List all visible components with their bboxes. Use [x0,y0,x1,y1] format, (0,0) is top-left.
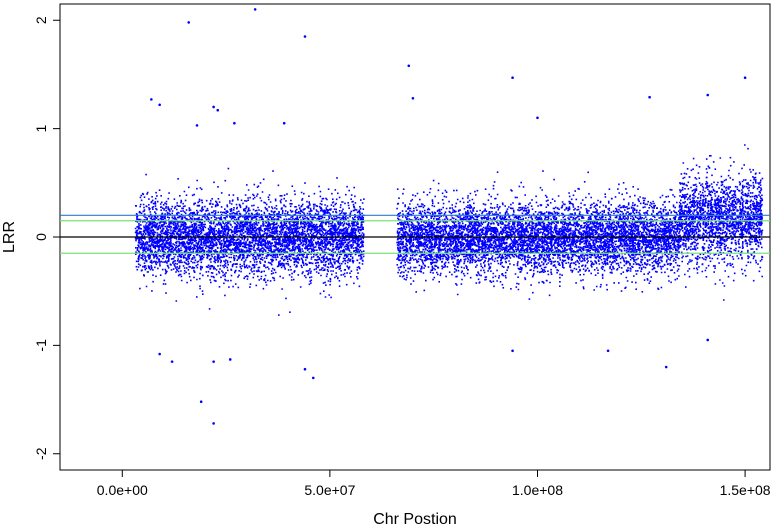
reference-lines [60,214,770,254]
outlier-point [282,121,286,125]
outlier-point [253,8,257,11]
y-axis-title: LRR [1,221,18,253]
x-axis: 0.0e+00 5.0e+07 1.0e+08 1.5e+08 [97,469,771,498]
y-axis: -2 -1 0 1 2 [33,16,61,460]
outlier-point [233,121,236,125]
outlier-point [706,93,710,97]
outlier-point [216,108,220,112]
outlier-point [411,96,415,100]
outlier-point [511,76,514,79]
y-tick-label: -2 [33,447,49,460]
data-points [134,8,764,425]
outlier-point [158,352,161,356]
outlier-point [706,338,710,342]
x-tick-label: 1.5e+08 [720,482,771,498]
lrr-points [134,144,764,316]
outlier-point [536,116,539,120]
x-tick-label: 0.0e+00 [97,482,148,498]
outlier-point [228,358,232,361]
outlier-point [648,95,651,99]
y-tick-label: 2 [33,16,49,24]
outlier-point [303,35,307,38]
outlier-point [170,360,174,363]
x-axis-title: Chr Postion [373,511,457,528]
outlier-point [199,400,203,404]
outlier-point [664,365,668,369]
outlier-point [158,103,161,107]
outlier-point [212,360,215,363]
outlier-point [606,349,610,353]
outlier-point [407,64,411,68]
outlier-point [195,124,199,127]
outlier-point [212,105,215,109]
outlier-point [303,367,307,371]
outlier-point [150,98,153,101]
outlier-point [743,76,747,79]
y-tick-label: 0 [33,233,49,241]
x-tick-label: 1.0e+08 [512,482,563,498]
outlier-point [311,376,315,380]
outlier-point [511,349,514,353]
y-tick-label: 1 [33,125,49,133]
x-tick-label: 5.0e+07 [304,482,355,498]
outlier-point [212,422,215,425]
y-tick-label: -1 [33,339,49,352]
outlier-point [187,21,191,24]
